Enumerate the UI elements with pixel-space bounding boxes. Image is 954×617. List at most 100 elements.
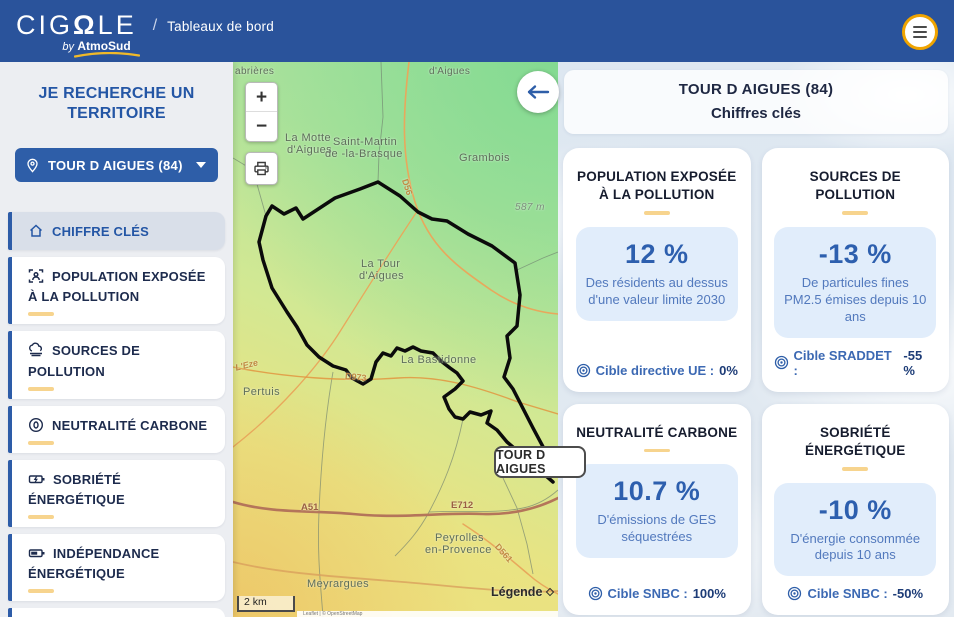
legend-diamond-icon — [546, 588, 554, 596]
target-label: Cible directive UE : — [596, 363, 714, 378]
card-neutralite-carbone[interactable]: NEUTRALITÉ CARBONE 10.7 % D'émissions de… — [563, 404, 751, 616]
road-label: D973 — [345, 371, 367, 383]
target-icon — [787, 586, 802, 601]
chevron-down-icon — [196, 162, 206, 168]
sidebar-item-population-exposee[interactable]: POPULATION EXPOSÉE À LA POLLUTION — [8, 257, 225, 324]
card-sobriete-energetique[interactable]: SOBRIÉTÉ ÉNERGÉTIQUE -10 % D'énergie con… — [762, 404, 950, 616]
yellow-accent-bar — [28, 515, 54, 519]
pollution-cloud-icon — [28, 342, 44, 358]
map-label: Peyrolles — [435, 532, 484, 544]
printer-icon — [253, 160, 270, 177]
yellow-accent-bar — [28, 441, 54, 445]
sidebar-item-chiffre-cles[interactable]: CHIFFRE CLÉS — [8, 212, 225, 250]
sidebar-item-label: SOURCES DE POLLUTION — [28, 343, 140, 378]
sidebar-item-label: CHIFFRE CLÉS — [52, 224, 149, 239]
value-box: -13 % De particules fines PM2.5 émises d… — [774, 227, 936, 338]
card-title: POPULATION EXPOSÉE À LA POLLUTION — [575, 168, 739, 204]
logo-byline: by AtmoSud — [62, 40, 136, 53]
hamburger-menu-button[interactable] — [902, 14, 938, 50]
value-description: D'énergie consommée depuis 10 ans — [782, 531, 928, 565]
target-label: Cible SNBC : — [807, 586, 887, 601]
sidebar-item-label: INDÉPENDANCE ÉNERGÉTIQUE — [28, 546, 159, 581]
target-icon — [576, 363, 591, 378]
collapse-panel-button[interactable] — [517, 71, 559, 113]
territory-select-value: TOUR D AIGUES (84) — [48, 158, 196, 173]
sidebar-item-independance-energetique[interactable]: INDÉPENDANCE ÉNERGÉTIQUE — [8, 534, 225, 601]
hamburger-line — [913, 36, 927, 38]
breadcrumb: / Tableaux de bord — [153, 17, 274, 35]
yellow-accent-bar — [644, 211, 670, 215]
yellow-accent-bar — [28, 589, 54, 593]
territory-tooltip: TOUR D AIGUES — [494, 446, 586, 478]
map-label: Saint-Martin — [333, 136, 397, 148]
breadcrumb-separator: / — [153, 17, 157, 35]
card-title: SOBRIÉTÉ ÉNERGÉTIQUE — [774, 424, 938, 460]
breadcrumb-label[interactable]: Tableaux de bord — [167, 19, 274, 34]
key-value: -13 % — [782, 239, 928, 270]
target-label: Cible SNBC : — [608, 586, 688, 601]
value-description: Des résidents au dessus d'une valeur lim… — [584, 275, 730, 309]
sidebar-title: JE RECHERCHE UN TERRITOIRE — [0, 84, 233, 124]
logo-omega-glyph: Ω — [73, 10, 98, 40]
yellow-accent-bar — [842, 211, 868, 215]
sidebar: JE RECHERCHE UN TERRITOIRE TOUR D AIGUES… — [0, 62, 233, 617]
battery-icon — [28, 545, 45, 561]
value-box: 10.7 % D'émissions de GES séquestrées — [576, 464, 738, 558]
cigale-logo[interactable]: CIGΩLE by AtmoSud — [16, 12, 137, 53]
sidebar-item-neutralite-carbone[interactable]: NEUTRALITÉ CARBONE — [8, 406, 225, 453]
yellow-accent-bar — [644, 449, 670, 453]
highway-label: A51 — [301, 502, 318, 513]
zoom-out-button[interactable]: − — [246, 112, 277, 141]
target-row: Cible SRADDET : -55 % — [774, 338, 938, 378]
panel-territory-title: TOUR D AIGUES (84) — [572, 81, 940, 98]
panel-header: TOUR D AIGUES (84) Chiffres clés — [564, 70, 948, 134]
zoom-in-button[interactable]: + — [246, 83, 277, 112]
logo-wordmark: CIGΩLE — [16, 12, 137, 39]
map[interactable]: abrières d'Aigues La Motte d'Aigues Sain… — [233, 62, 558, 617]
sidebar-item-label: NEUTRALITÉ CARBONE — [52, 418, 207, 433]
map-scale-bar: 2 km — [237, 596, 295, 612]
hamburger-line — [913, 26, 927, 28]
print-map-button[interactable] — [245, 152, 278, 185]
map-label: La Tour — [361, 258, 400, 270]
sidebar-item-label: POPULATION EXPOSÉE À LA POLLUTION — [28, 269, 206, 304]
key-value: 12 % — [584, 239, 730, 270]
target-value: -55 % — [903, 348, 937, 378]
sidebar-nav: CHIFFRE CLÉS POPULATION EXPOSÉE À LA POL… — [0, 212, 233, 617]
map-label: abrières — [235, 66, 274, 77]
card-sources-pollution[interactable]: SOURCES DE POLLUTION -13 % De particules… — [762, 148, 950, 392]
target-value: 0% — [719, 363, 738, 378]
population-scan-icon — [28, 268, 44, 284]
target-icon — [588, 586, 603, 601]
zero-circle-icon — [28, 417, 44, 433]
sidebar-item-sources-pollution[interactable]: SOURCES DE POLLUTION — [8, 331, 225, 398]
key-figures-grid: POPULATION EXPOSÉE À LA POLLUTION 12 % D… — [558, 134, 954, 617]
highway-label: E712 — [451, 500, 473, 511]
sidebar-item-sobriete-energetique[interactable]: SOBRIÉTÉ ÉNERGÉTIQUE — [8, 460, 225, 527]
card-title: NEUTRALITÉ CARBONE — [576, 424, 737, 442]
target-value: 100% — [693, 586, 726, 601]
yellow-accent-bar — [28, 312, 54, 316]
key-figures-panel: TOUR D AIGUES (84) Chiffres clés POPULAT… — [558, 62, 954, 617]
map-label: Meyrargues — [307, 578, 369, 590]
sidebar-item-partial[interactable] — [8, 608, 225, 617]
value-description: D'émissions de GES séquestrées — [584, 512, 730, 546]
map-label: Pertuis — [243, 386, 280, 398]
territory-select[interactable]: TOUR D AIGUES (84) — [15, 148, 218, 182]
target-row: Cible SNBC : 100% — [588, 576, 726, 601]
map-label: La Bastidonne — [401, 354, 477, 366]
legend-toggle[interactable]: Légende — [491, 585, 553, 599]
logo-underline-swoosh — [74, 52, 140, 58]
card-title: SOURCES DE POLLUTION — [774, 168, 938, 204]
arrow-left-icon — [526, 84, 550, 100]
cigale-dashboard: CIGΩLE by AtmoSud / Tableaux de bord JE … — [0, 0, 954, 617]
target-row: Cible SNBC : -50% — [787, 576, 923, 601]
target-icon — [774, 355, 789, 370]
location-pin-icon — [25, 158, 40, 173]
home-icon — [28, 223, 44, 239]
card-population-exposee[interactable]: POPULATION EXPOSÉE À LA POLLUTION 12 % D… — [563, 148, 751, 392]
target-label: Cible SRADDET : — [794, 348, 899, 378]
yellow-accent-bar — [28, 387, 54, 391]
map-label: en-Provence — [425, 544, 492, 556]
map-label: La Motte — [285, 132, 331, 144]
